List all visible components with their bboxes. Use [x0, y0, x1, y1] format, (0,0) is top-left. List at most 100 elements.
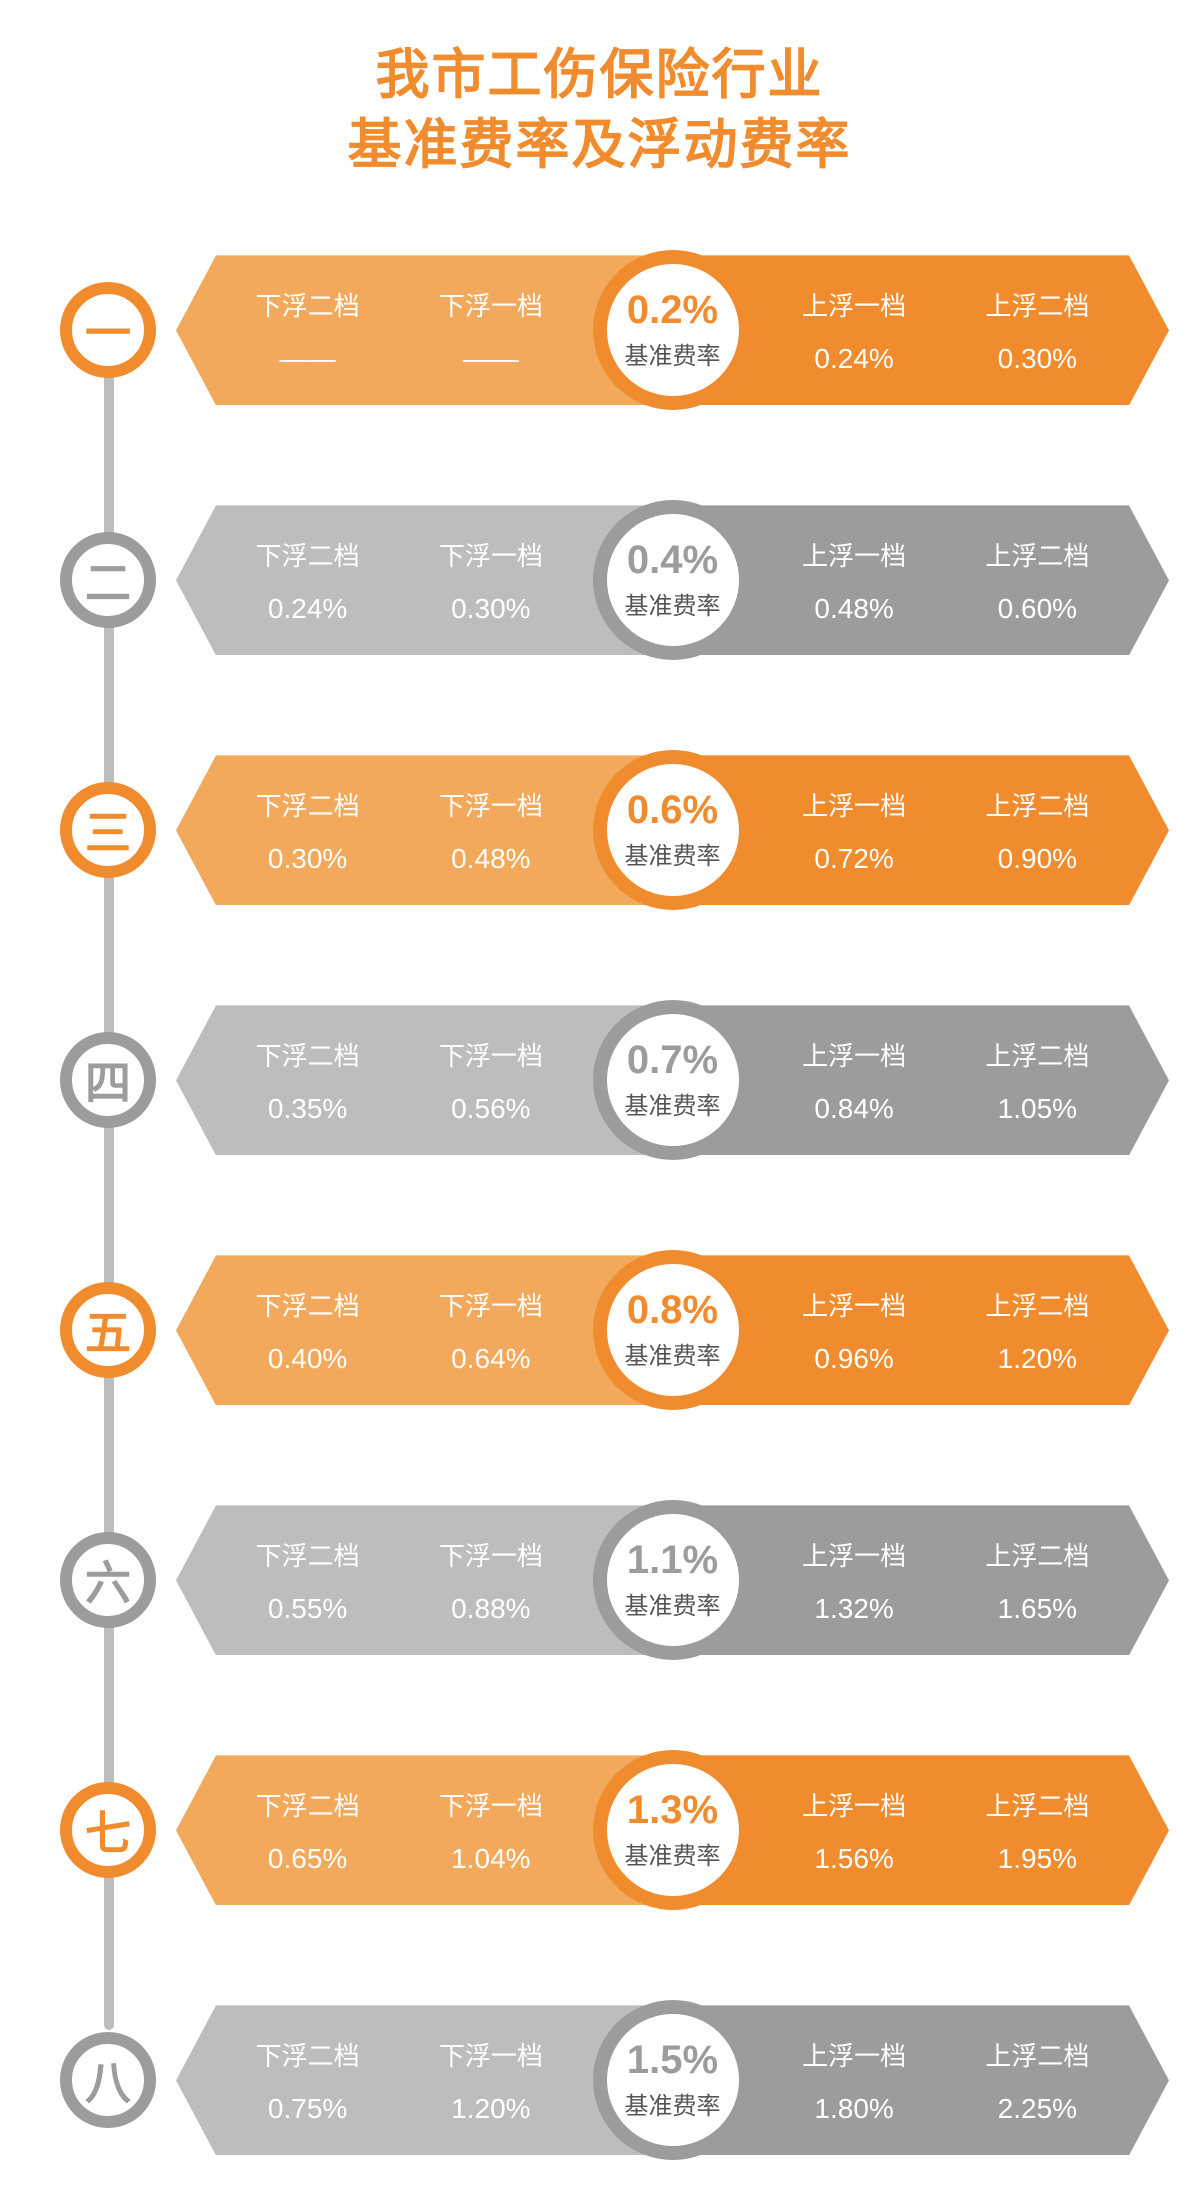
base-rate-circle: 1.3% 基准费率 — [593, 1750, 753, 1910]
down2-col: 下浮二档 0.65% — [216, 1786, 399, 1875]
down2-label: 下浮二档 — [256, 1786, 360, 1823]
up1-value: 1.80% — [814, 2093, 893, 2125]
base-rate-value: 0.6% — [627, 790, 718, 830]
page-title: 我市工伤保险行业 基准费率及浮动费率 — [30, 40, 1169, 180]
down2-value: 0.65% — [268, 1843, 347, 1875]
down1-value: 0.56% — [451, 1093, 530, 1125]
up1-value: 1.32% — [814, 1593, 893, 1625]
rate-bar: 下浮二档 0.24% 下浮一档 0.30% 上浮一档 0.48% 上浮二档 0.… — [176, 505, 1169, 655]
down2-col: 下浮二档 —— — [216, 286, 399, 375]
down1-value: 1.20% — [451, 2093, 530, 2125]
down1-col: 下浮一档 0.30% — [399, 536, 582, 625]
up2-value: 0.30% — [998, 343, 1077, 375]
down1-value: 0.64% — [451, 1343, 530, 1375]
down1-label: 下浮一档 — [439, 536, 543, 573]
up1-col: 上浮一档 1.56% — [763, 1786, 946, 1875]
down2-col: 下浮二档 0.75% — [216, 2036, 399, 2125]
rate-rows-container: 一 下浮二档 —— 下浮一档 —— 上浮一档 0.24% 上浮二档 — [60, 240, 1169, 2170]
down1-col: 下浮一档 0.88% — [399, 1536, 582, 1625]
rate-row: 四 下浮二档 0.35% 下浮一档 0.56% 上浮一档 0.84% 上浮二档 — [60, 990, 1169, 1170]
row-number-marker: 六 — [60, 1532, 156, 1628]
up1-col: 上浮一档 0.96% — [763, 1286, 946, 1375]
down2-label: 下浮二档 — [256, 286, 360, 323]
down1-value: 0.48% — [451, 843, 530, 875]
base-rate-circle: 0.7% 基准费率 — [593, 1000, 753, 1160]
down2-label: 下浮二档 — [256, 1536, 360, 1573]
down1-col: 下浮一档 0.48% — [399, 786, 582, 875]
down1-label: 下浮一档 — [439, 286, 543, 323]
up2-label: 上浮二档 — [985, 1036, 1089, 1073]
base-rate-label: 基准费率 — [625, 1086, 721, 1121]
down1-col: 下浮一档 0.64% — [399, 1286, 582, 1375]
down2-value: 0.35% — [268, 1093, 347, 1125]
down2-value: 0.24% — [268, 593, 347, 625]
down1-label: 下浮一档 — [439, 1536, 543, 1573]
down2-value: 0.55% — [268, 1593, 347, 1625]
down1-label: 下浮一档 — [439, 1036, 543, 1073]
base-rate-value: 0.4% — [627, 540, 718, 580]
base-rate-value: 1.5% — [627, 2040, 718, 2080]
down2-label: 下浮二档 — [256, 786, 360, 823]
up1-col: 上浮一档 1.32% — [763, 1536, 946, 1625]
base-rate-label: 基准费率 — [625, 586, 721, 621]
rate-row: 七 下浮二档 0.65% 下浮一档 1.04% 上浮一档 1.56% 上浮二档 — [60, 1740, 1169, 1920]
up1-label: 上浮一档 — [802, 536, 906, 573]
up2-col: 上浮二档 1.05% — [946, 1036, 1129, 1125]
base-rate-circle: 1.5% 基准费率 — [593, 2000, 753, 2160]
up2-value: 0.60% — [998, 593, 1077, 625]
base-rate-label: 基准费率 — [625, 2086, 721, 2121]
up2-value: 1.05% — [998, 1093, 1077, 1125]
base-rate-value: 0.7% — [627, 1040, 718, 1080]
down2-value: 0.75% — [268, 2093, 347, 2125]
base-rate-label: 基准费率 — [625, 1336, 721, 1371]
rate-bar: 下浮二档 —— 下浮一档 —— 上浮一档 0.24% 上浮二档 0.30% — [176, 255, 1169, 405]
up1-label: 上浮一档 — [802, 2036, 906, 2073]
up2-label: 上浮二档 — [985, 1536, 1089, 1573]
down2-value: 0.40% — [268, 1343, 347, 1375]
up2-value: 0.90% — [998, 843, 1077, 875]
row-number-marker: 五 — [60, 1282, 156, 1378]
down2-label: 下浮二档 — [256, 2036, 360, 2073]
row-number-marker: 三 — [60, 782, 156, 878]
rate-bar: 下浮二档 0.35% 下浮一档 0.56% 上浮一档 0.84% 上浮二档 1.… — [176, 1005, 1169, 1155]
base-rate-value: 1.3% — [627, 1790, 718, 1830]
base-rate-label: 基准费率 — [625, 836, 721, 871]
up2-label: 上浮二档 — [985, 1286, 1089, 1323]
rate-bar: 下浮二档 0.55% 下浮一档 0.88% 上浮一档 1.32% 上浮二档 1.… — [176, 1505, 1169, 1655]
down2-col: 下浮二档 0.35% — [216, 1036, 399, 1125]
base-rate-label: 基准费率 — [625, 1586, 721, 1621]
up1-label: 上浮一档 — [802, 286, 906, 323]
up2-value: 2.25% — [998, 2093, 1077, 2125]
up1-value: 1.56% — [814, 1843, 893, 1875]
base-rate-value: 0.2% — [627, 290, 718, 330]
down1-value: 1.04% — [451, 1843, 530, 1875]
down2-value: 0.30% — [268, 843, 347, 875]
down1-col: 下浮一档 0.56% — [399, 1036, 582, 1125]
down2-col: 下浮二档 0.55% — [216, 1536, 399, 1625]
up1-value: 0.96% — [814, 1343, 893, 1375]
rate-bar: 下浮二档 0.75% 下浮一档 1.20% 上浮一档 1.80% 上浮二档 2.… — [176, 2005, 1169, 2155]
base-rate-value: 0.8% — [627, 1290, 718, 1330]
up1-label: 上浮一档 — [802, 1536, 906, 1573]
up2-col: 上浮二档 0.30% — [946, 286, 1129, 375]
row-number-marker: 二 — [60, 532, 156, 628]
up1-value: 0.48% — [814, 593, 893, 625]
base-rate-label: 基准费率 — [625, 336, 721, 371]
down1-label: 下浮一档 — [439, 786, 543, 823]
base-rate-circle: 0.4% 基准费率 — [593, 500, 753, 660]
up1-label: 上浮一档 — [802, 1036, 906, 1073]
up1-value: 0.84% — [814, 1093, 893, 1125]
down1-col: 下浮一档 1.04% — [399, 1786, 582, 1875]
up2-label: 上浮二档 — [985, 536, 1089, 573]
up2-value: 1.65% — [998, 1593, 1077, 1625]
up2-col: 上浮二档 0.60% — [946, 536, 1129, 625]
base-rate-circle: 0.8% 基准费率 — [593, 1250, 753, 1410]
up2-col: 上浮二档 1.95% — [946, 1786, 1129, 1875]
base-rate-circle: 1.1% 基准费率 — [593, 1500, 753, 1660]
up1-col: 上浮一档 0.48% — [763, 536, 946, 625]
up2-label: 上浮二档 — [985, 2036, 1089, 2073]
rate-row: 一 下浮二档 —— 下浮一档 —— 上浮一档 0.24% 上浮二档 — [60, 240, 1169, 420]
rate-row: 六 下浮二档 0.55% 下浮一档 0.88% 上浮一档 1.32% 上浮二档 — [60, 1490, 1169, 1670]
up1-value: 0.72% — [814, 843, 893, 875]
up2-col: 上浮二档 1.65% — [946, 1536, 1129, 1625]
